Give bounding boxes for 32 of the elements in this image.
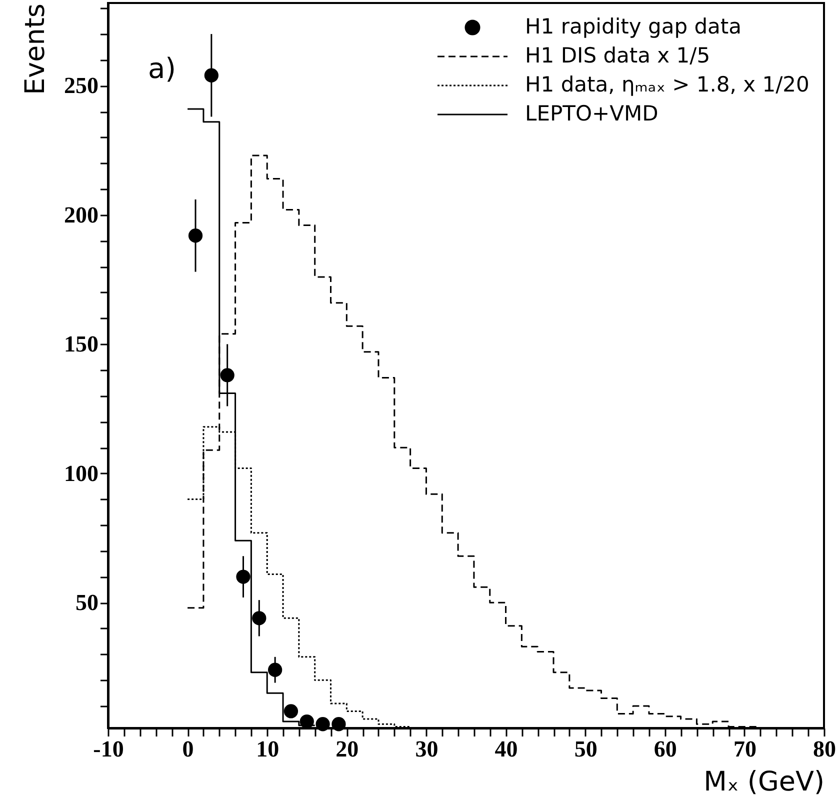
point — [316, 717, 330, 732]
point — [252, 611, 266, 626]
y-tick-label: 150 — [64, 332, 98, 357]
point — [236, 570, 250, 584]
y-tick-label: 250 — [64, 73, 98, 98]
x-tick-label: 40 — [494, 736, 518, 762]
legend-label: H1 DIS data x 1/5 — [525, 44, 710, 68]
point — [188, 228, 203, 243]
x-tick-label: 0 — [182, 736, 194, 762]
x-tick-label: 20 — [336, 736, 359, 762]
point — [300, 714, 314, 729]
y-axis-title: Events — [20, 4, 51, 95]
legend-label: H1 rapidity gap data — [525, 14, 742, 38]
x-tick-label: 60 — [654, 736, 677, 762]
point — [268, 662, 282, 677]
point — [220, 368, 234, 382]
legend-label: H1 data, ηₘₐₓ > 1.8, x 1/20 — [525, 72, 810, 96]
x-tick-label: 30 — [415, 736, 438, 762]
point — [332, 717, 346, 732]
y-tick-label: 50 — [76, 590, 98, 616]
annotation: a) — [148, 52, 176, 85]
point — [204, 68, 218, 82]
point — [284, 704, 298, 718]
x-tick-label: 50 — [574, 736, 598, 762]
x-tick-label: 80 — [813, 736, 836, 762]
x-tick-label: 70 — [733, 736, 756, 762]
legend-label: LEPTO+VMD — [525, 102, 658, 126]
x-tick-label: 10 — [256, 736, 280, 762]
y-tick-label: 100 — [64, 460, 98, 486]
y-tick-label: 200 — [64, 202, 98, 228]
x-tick-label: -10 — [93, 736, 124, 762]
x-axis-title: Mₓ (GeV) — [704, 766, 824, 798]
